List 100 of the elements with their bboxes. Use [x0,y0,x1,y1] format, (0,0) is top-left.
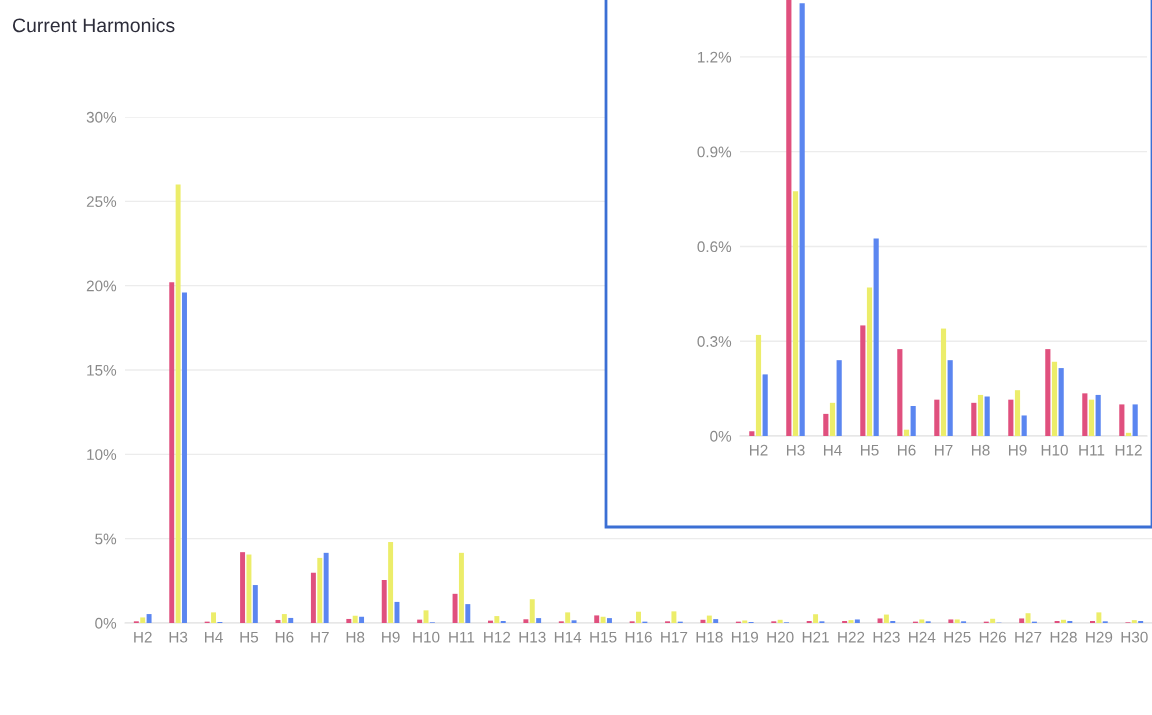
bar [866,287,873,436]
x-tick-label: H12 [484,631,511,643]
bar [523,619,529,623]
bar [1067,620,1073,623]
bar [1019,618,1025,623]
bar [671,611,677,623]
x-tick-label: H4 [823,444,842,456]
bar [1021,415,1027,436]
bar [700,619,706,623]
bar [971,402,977,436]
x-tick-label: H7 [934,444,953,456]
x-tick-label: H23 [873,631,900,643]
bar [529,599,535,623]
bar [594,615,600,623]
bar [877,618,883,623]
y-tick-label: 25% [86,196,117,208]
bar [346,618,352,623]
x-tick-label: H16 [625,631,652,643]
bar [146,614,152,623]
bar [977,394,984,436]
bar [842,620,848,623]
x-tick-label: H14 [554,631,582,643]
bar [494,616,500,623]
bar [990,618,996,623]
x-tick-label: H12 [1115,444,1142,456]
bar [288,617,294,623]
bar [1125,432,1132,436]
x-tick-label: H9 [1008,444,1027,456]
bar [175,184,181,623]
bar [836,360,842,436]
x-tick-label: H6 [897,444,916,456]
bar [1058,368,1064,436]
x-tick-label: H13 [519,631,546,643]
bar [806,620,812,623]
x-tick-label: H25 [944,631,971,643]
bar [1090,620,1095,623]
x-tick-label: H28 [1050,631,1077,643]
bar [240,552,246,623]
bar [934,399,940,436]
bar [388,542,394,623]
x-tick-label: H19 [731,631,759,643]
x-tick-label: H10 [1041,444,1068,456]
x-tick-label: H21 [802,631,829,643]
y-tick-label: 5% [95,533,117,545]
bar [897,349,903,436]
bar [169,282,175,623]
bar [873,238,879,436]
bar [890,620,896,623]
bar [883,614,889,623]
bar [742,620,748,623]
bar [947,360,953,436]
x-tick-label: H7 [311,631,329,643]
bar [1088,399,1095,436]
bar [500,620,506,623]
bar [1014,390,1021,436]
x-tick-label: H15 [590,631,617,643]
bar [281,614,287,623]
x-tick-label: H29 [1086,631,1113,643]
y-tick-label: 0% [95,617,117,629]
y-tick-label: 0% [710,430,732,442]
bar [182,292,187,623]
bar [919,619,925,623]
bar [1025,613,1031,623]
bar [600,616,606,623]
x-tick-label: H26 [979,631,1006,643]
bar [211,612,217,623]
bar [903,429,910,436]
x-tick-label: H5 [860,444,879,456]
bar [252,585,258,623]
bar [565,612,571,623]
bar [713,619,719,623]
y-tick-label: 20% [86,280,117,292]
x-tick-label: H24 [909,631,936,643]
bar [1060,619,1066,623]
x-tick-label: H6 [275,631,294,643]
bar [636,611,641,623]
x-tick-label: H18 [696,631,723,643]
x-tick-label: H4 [205,631,223,643]
bar [140,617,146,623]
x-tick-label: H3 [169,631,188,643]
bar [706,615,712,623]
chart-title: Current Harmonics [12,17,175,33]
bar [317,557,323,623]
x-tick-label: H17 [661,631,688,643]
bar [984,396,990,436]
x-tick-label: H22 [838,631,865,643]
x-tick-label: H2 [749,444,768,456]
y-tick-label: 0.6% [697,241,732,253]
y-tick-label: 0.9% [697,146,732,158]
bar [948,619,954,623]
x-tick-label: H11 [449,631,475,643]
bar [854,619,860,623]
bar [246,554,252,623]
bar [1045,349,1051,436]
bar [823,413,829,436]
y-tick-label: 1.2% [698,51,732,63]
bar [571,620,577,623]
bar [1095,394,1101,436]
bar [792,191,799,436]
x-tick-label: H27 [1015,631,1042,643]
